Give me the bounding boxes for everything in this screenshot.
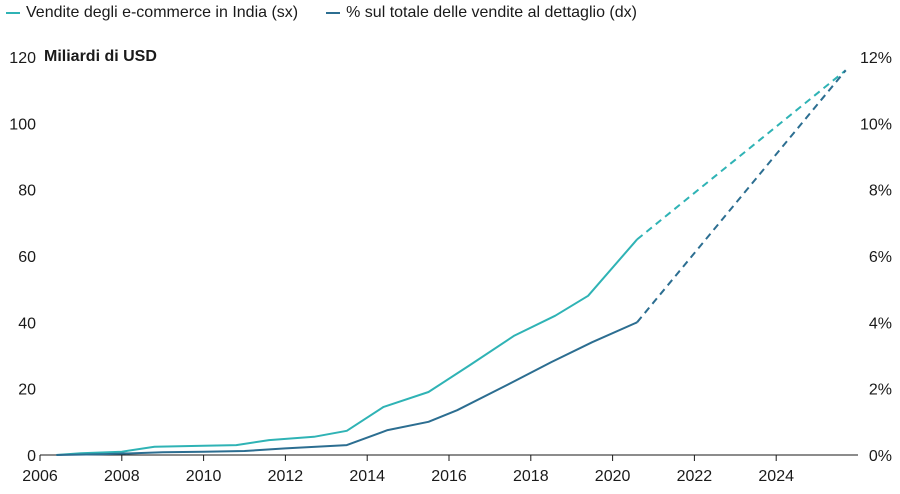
x-tick-label: 2024 <box>758 468 794 485</box>
x-tick-label: 2022 <box>677 468 713 485</box>
y-left-tick-label: 80 <box>18 183 36 200</box>
legend-swatch-ecommerce-sales <box>6 12 20 14</box>
series-line-ecommerce-sales <box>56 238 638 456</box>
y-left-tick-label: 20 <box>18 382 36 399</box>
y-left-tick-label: 100 <box>9 116 36 133</box>
y-left-tick-label: 40 <box>18 315 36 332</box>
y-left-tick-label: 0 <box>27 448 36 465</box>
y-right-tick-label: 6% <box>869 249 892 266</box>
left-axis-units-label: Miliardi di USD <box>44 48 157 65</box>
legend-swatch-retail-share <box>326 12 341 14</box>
legend-item-retail-share: % sul totale delle vendite al dettaglio … <box>326 4 637 22</box>
y-right-tick-label: 10% <box>860 116 892 133</box>
legend-label-retail-share: % sul totale delle vendite al dettaglio … <box>346 4 637 21</box>
series-projection-ecommerce-sales <box>636 69 847 241</box>
x-tick-label: 2008 <box>104 468 140 485</box>
y-right-tick-label: 8% <box>869 183 892 200</box>
x-tick-label: 2006 <box>22 468 58 485</box>
x-tick-label: 2012 <box>268 468 304 485</box>
x-tick-label: 2016 <box>431 468 467 485</box>
x-tick-label: 2014 <box>349 468 385 485</box>
y-right-tick-label: 4% <box>869 315 892 332</box>
legend-item-ecommerce-sales: Vendite degli e-commerce in India (sx) <box>6 4 298 22</box>
x-tick-label: 2020 <box>595 468 631 485</box>
y-left-tick-label: 60 <box>18 249 36 266</box>
y-left-tick-label: 120 <box>9 50 36 67</box>
legend-label-ecommerce-sales: Vendite degli e-commerce in India (sx) <box>26 4 299 21</box>
series-projection-retail-share <box>636 69 847 323</box>
series-line-retail-share <box>56 321 638 456</box>
x-tick-label: 2010 <box>186 468 222 485</box>
y-right-tick-label: 12% <box>860 50 892 67</box>
chart-legend: Vendite degli e-commerce in India (sx) %… <box>6 4 637 22</box>
x-tick-label: 2018 <box>513 468 549 485</box>
y-right-tick-label: 0% <box>869 448 892 465</box>
y-right-tick-label: 2% <box>869 382 892 399</box>
